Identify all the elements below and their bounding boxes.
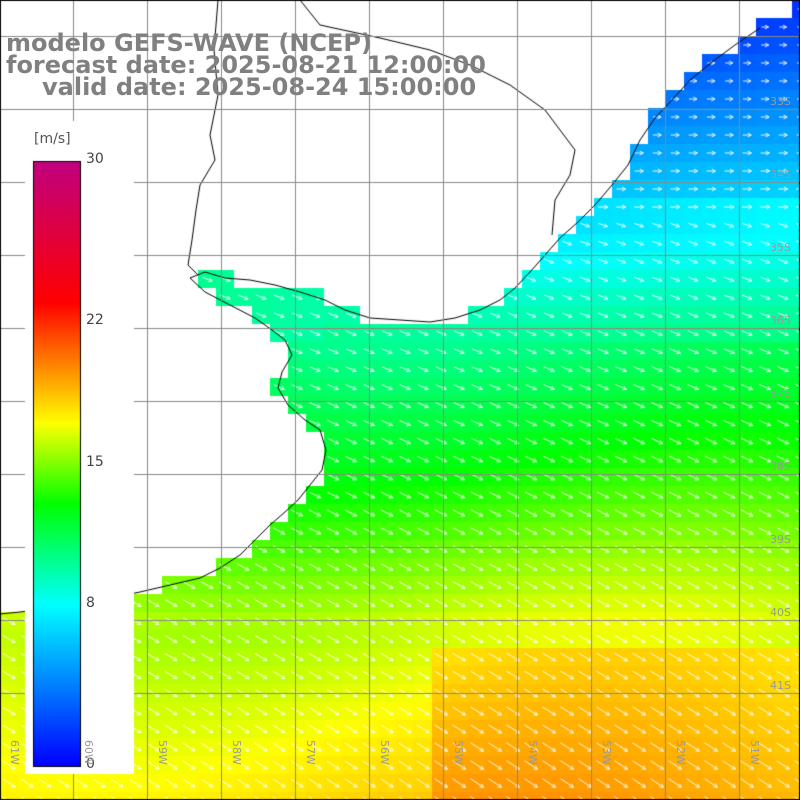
latitude-label: 38S bbox=[770, 460, 791, 473]
longitude-label: 52W bbox=[674, 740, 687, 765]
latitude-label: 33S bbox=[770, 95, 791, 108]
valid-date: valid date: 2025-08-24 15:00:00 bbox=[42, 73, 477, 101]
longitude-label: 51W bbox=[748, 740, 761, 765]
longitude-label: 57W bbox=[304, 740, 317, 765]
latitude-label: 39S bbox=[770, 533, 791, 546]
model-title: modelo GEFS-WAVE (NCEP) bbox=[6, 29, 372, 57]
longitude-label: 53W bbox=[600, 740, 613, 765]
colorbar-unit: [m/s] bbox=[34, 131, 71, 147]
longitude-label: 60W bbox=[82, 740, 95, 765]
longitude-label: 55W bbox=[452, 740, 465, 765]
latitude-label: 41S bbox=[770, 679, 791, 692]
colorbar-tick-label: 30 bbox=[86, 151, 104, 167]
latitude-label: 40S bbox=[770, 606, 791, 619]
longitude-label: 59W bbox=[156, 740, 169, 765]
longitude-label: 56W bbox=[378, 740, 391, 765]
latitude-label: 34S bbox=[770, 168, 791, 181]
colorbar-tick-label: 22 bbox=[86, 312, 104, 328]
colorbar-tick-label: 0 bbox=[86, 756, 95, 772]
latitude-label: 36S bbox=[770, 314, 791, 327]
colorbar-tick-label: 15 bbox=[86, 454, 104, 470]
latitude-label: 35S bbox=[770, 241, 791, 254]
colorbar-tick-label: 8 bbox=[86, 595, 95, 611]
forecast-date: forecast date: 2025-08-21 12:00:00 bbox=[6, 51, 486, 79]
longitude-label: 54W bbox=[526, 740, 539, 765]
longitude-label: 58W bbox=[230, 740, 243, 765]
longitude-label: 61W bbox=[8, 740, 21, 765]
latitude-label: 37S bbox=[770, 387, 791, 400]
